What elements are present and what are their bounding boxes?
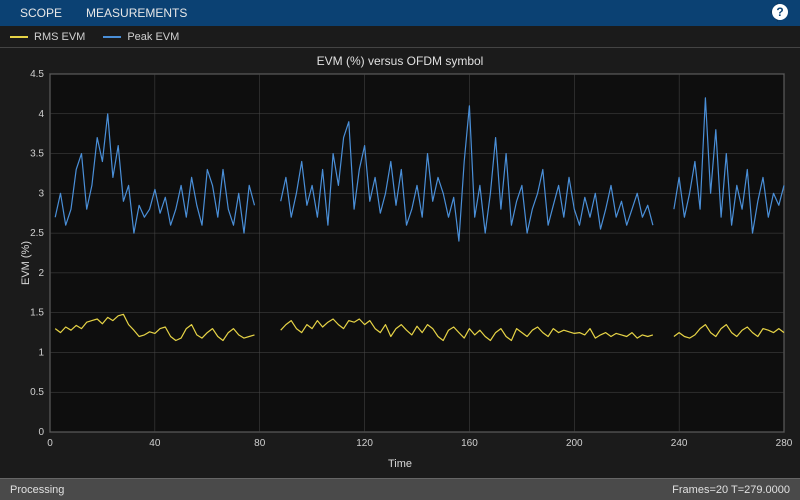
svg-text:0: 0 <box>47 438 53 449</box>
svg-text:120: 120 <box>356 438 373 449</box>
chart-area: EVM (%) versus OFDM symbol EVM (%) 0 0.5 1… <box>0 48 800 478</box>
legend-label: RMS EVM <box>34 31 85 43</box>
legend-swatch-icon <box>10 36 28 38</box>
legend-label: Peak EVM <box>127 31 179 43</box>
svg-text:4: 4 <box>38 109 44 120</box>
x-axis-label: Time <box>0 458 800 474</box>
chart-title: EVM (%) versus OFDM symbol <box>0 48 800 68</box>
svg-text:40: 40 <box>149 438 161 449</box>
svg-text:240: 240 <box>671 438 688 449</box>
svg-text:2: 2 <box>38 268 44 279</box>
legend-swatch-icon <box>103 36 121 38</box>
evm-line-chart[interactable]: 0 0.5 1 1.5 2 2.5 3 3.5 4 4.5 0 40 80 120 160 200 240 280 <box>0 68 800 458</box>
svg-text:2.5: 2.5 <box>30 228 44 239</box>
toolbar: SCOPE MEASUREMENTS ? <box>0 0 800 26</box>
tab-measurements[interactable]: MEASUREMENTS <box>74 0 199 26</box>
svg-text:280: 280 <box>776 438 793 449</box>
svg-text:0.5: 0.5 <box>30 387 44 398</box>
help-button[interactable]: ? <box>764 2 794 22</box>
legend-item-peak[interactable]: Peak EVM <box>103 31 179 43</box>
y-axis-label: EVM (%) <box>20 241 32 285</box>
status-bar: Processing Frames=20 T=279.0000 <box>0 478 800 500</box>
svg-text:3: 3 <box>38 188 44 199</box>
svg-text:4.5: 4.5 <box>30 69 44 80</box>
help-icon: ? <box>772 4 788 20</box>
svg-text:80: 80 <box>254 438 266 449</box>
tab-scope[interactable]: SCOPE <box>8 0 74 26</box>
svg-text:0: 0 <box>38 427 44 438</box>
svg-text:1: 1 <box>38 347 44 358</box>
legend: RMS EVM Peak EVM <box>0 26 800 48</box>
legend-item-rms[interactable]: RMS EVM <box>10 31 85 43</box>
svg-text:1.5: 1.5 <box>30 308 44 319</box>
status-right: Frames=20 T=279.0000 <box>672 484 790 496</box>
svg-text:200: 200 <box>566 438 583 449</box>
svg-text:160: 160 <box>461 438 478 449</box>
svg-text:3.5: 3.5 <box>30 149 44 160</box>
status-left: Processing <box>10 484 64 496</box>
